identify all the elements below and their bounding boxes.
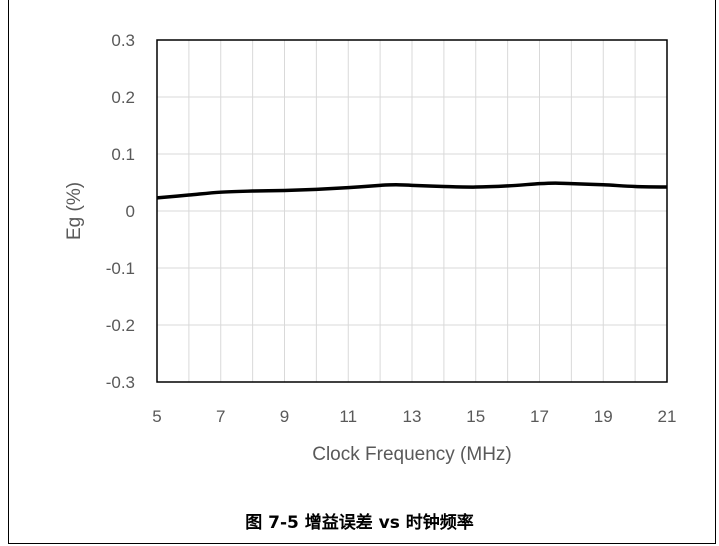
figure-caption: 图 7-5 增益误差 vs 时钟频率 (245, 513, 474, 533)
y-tick-label: -0.2 (106, 316, 135, 335)
y-tick-label: -0.1 (106, 259, 135, 278)
plot-area-frame (156, 39, 668, 383)
y-tick-label: 0 (126, 202, 135, 221)
y-tick-label: -0.3 (106, 373, 135, 392)
x-tick-label: 15 (466, 407, 485, 426)
figure-frame (8, 0, 716, 544)
series-line-0 (156, 181, 668, 200)
x-tick-label: 17 (530, 407, 549, 426)
y-axis-title: Eg (%) (64, 182, 85, 240)
series-layer (156, 181, 668, 200)
x-tick-label: 13 (403, 407, 422, 426)
x-tick-label: 5 (152, 407, 161, 426)
y-tick-label: 0.1 (111, 145, 135, 164)
chart: 5 7 9 11 13 15 17 19 21 0.3 0.2 0.1 0 -0.1 -0.2 -0.3 C… (64, 31, 676, 465)
x-tick-label: 19 (594, 407, 613, 426)
grid-lines (157, 40, 667, 382)
x-tick-label: 9 (280, 407, 289, 426)
y-tick-labels: 0.3 0.2 0.1 0 -0.1 -0.2 -0.3 (106, 31, 135, 392)
x-tick-labels: 5 7 9 11 13 15 17 19 21 (152, 407, 676, 426)
x-tick-label: 7 (216, 407, 225, 426)
x-tick-label: 11 (339, 407, 357, 426)
x-axis-title: Clock Frequency (MHz) (312, 444, 512, 465)
y-tick-label: 0.2 (111, 88, 135, 107)
x-tick-label: 21 (658, 407, 677, 426)
y-tick-label: 0.3 (111, 31, 135, 50)
